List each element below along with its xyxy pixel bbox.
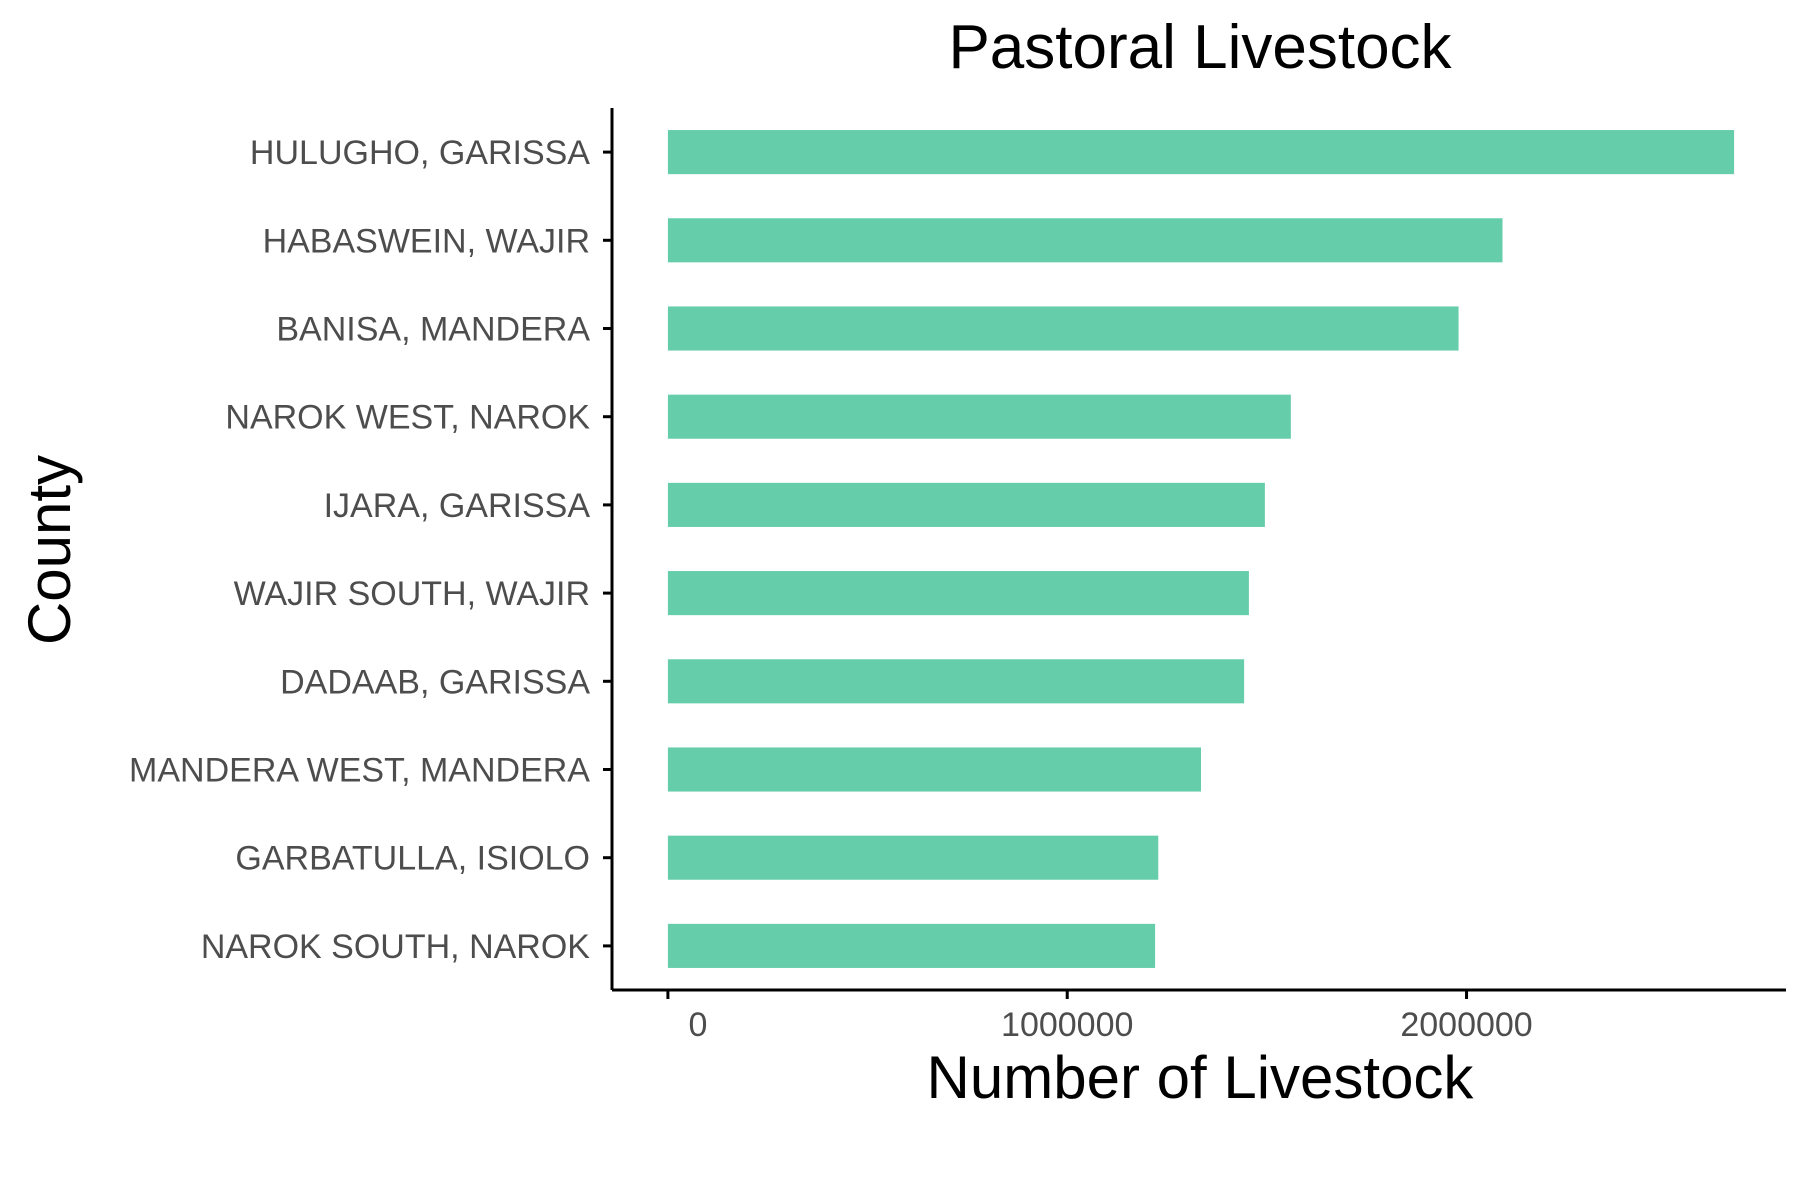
chart-title: Pastoral Livestock	[948, 13, 1452, 82]
y-tick-label: IJARA, GARISSA	[324, 487, 591, 525]
bar	[667, 659, 1245, 704]
bar	[667, 835, 1159, 880]
x-axis-title: Number of Livestock	[927, 1044, 1475, 1111]
x-tick-label: 0	[688, 1006, 707, 1044]
y-tick-label: NAROK SOUTH, NAROK	[201, 928, 590, 966]
bar	[667, 482, 1265, 527]
y-tick-label: MANDERA WEST, MANDERA	[129, 752, 590, 790]
x-tick-label: 1000000	[1001, 1006, 1133, 1044]
y-axis-ticks: HULUGHO, GARISSA HABASWEIN, WAJIR BANISA, …	[129, 134, 612, 966]
bars-group	[667, 130, 1735, 968]
y-tick-label: HABASWEIN, WAJIR	[263, 222, 590, 260]
x-tick-label: 2000000	[1400, 1006, 1532, 1044]
y-tick-label: DADAAB, GARISSA	[280, 663, 590, 701]
bar	[667, 747, 1201, 792]
y-tick-label: NAROK WEST, NAROK	[225, 399, 590, 437]
bar	[667, 218, 1503, 263]
x-axis-ticks: 0 1000000 2000000	[666, 990, 1533, 1044]
bar	[667, 394, 1291, 439]
y-axis-title: County	[16, 455, 83, 645]
y-tick-label: WAJIR SOUTH, WAJIR	[234, 575, 590, 613]
bar	[667, 306, 1459, 351]
y-tick-label: HULUGHO, GARISSA	[250, 134, 590, 172]
bar	[667, 130, 1735, 175]
bar	[667, 571, 1249, 616]
y-tick-label: BANISA, MANDERA	[276, 311, 590, 349]
bar	[667, 923, 1156, 968]
y-tick-label: GARBATULLA, ISIOLO	[235, 840, 590, 878]
